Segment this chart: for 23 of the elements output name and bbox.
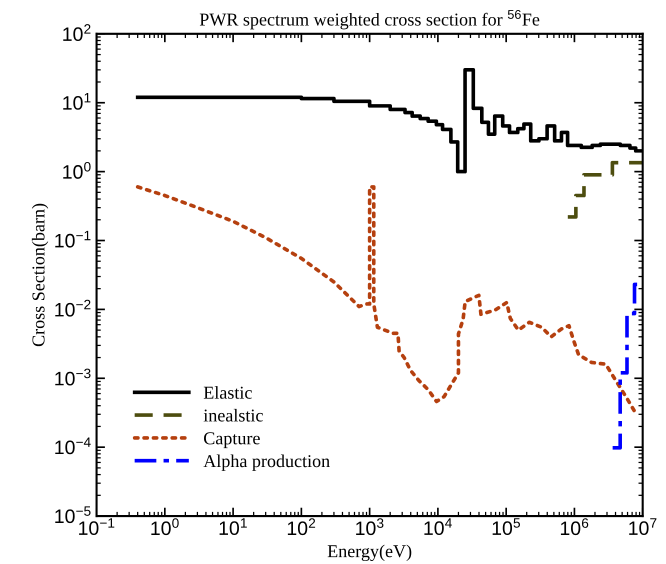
y-tick-label: 10$^{−3}$ — [55, 368, 91, 386]
x-tick-label: 10$^{1}$ — [220, 518, 247, 536]
y-axis-title: Cross Section(barn) — [32, 204, 48, 346]
x-tick-label: 10$^{−1}$ — [79, 518, 114, 536]
x-tick-label: 10$^{0}$ — [151, 518, 179, 536]
y-tick-label: 10$^{1}$ — [63, 93, 90, 110]
chart-title: PWR spectrum weighted cross section for $^{56}$Fe — [200, 10, 540, 30]
x-tick-label: 10$^{3}$ — [356, 518, 384, 536]
x-axis-title: Energy(eV) — [328, 544, 412, 562]
legend-label: Capture — [204, 432, 260, 448]
y-tick-label: 10$^{−2}$ — [55, 300, 90, 317]
legend-label: Elastic — [204, 386, 252, 399]
y-tick-label: 10$^{−1}$ — [55, 230, 90, 248]
y-tick-label: 10$^{−4}$ — [55, 437, 91, 454]
x-tick-label: 10$^{4}$ — [424, 518, 452, 536]
x-tick-label: 10$^{6}$ — [560, 518, 588, 536]
x-tick-label: 10$^{7}$ — [629, 518, 656, 536]
x-tick-label: 10$^{5}$ — [492, 518, 520, 536]
legend-label: Alpha production — [203, 454, 330, 471]
legend-label: inealstic — [204, 408, 263, 422]
y-tick-label: 10$^{2}$ — [63, 24, 90, 42]
x-tick-label: 10$^{2}$ — [288, 518, 316, 536]
y-tick-label: 10$^{0}$ — [63, 162, 91, 179]
